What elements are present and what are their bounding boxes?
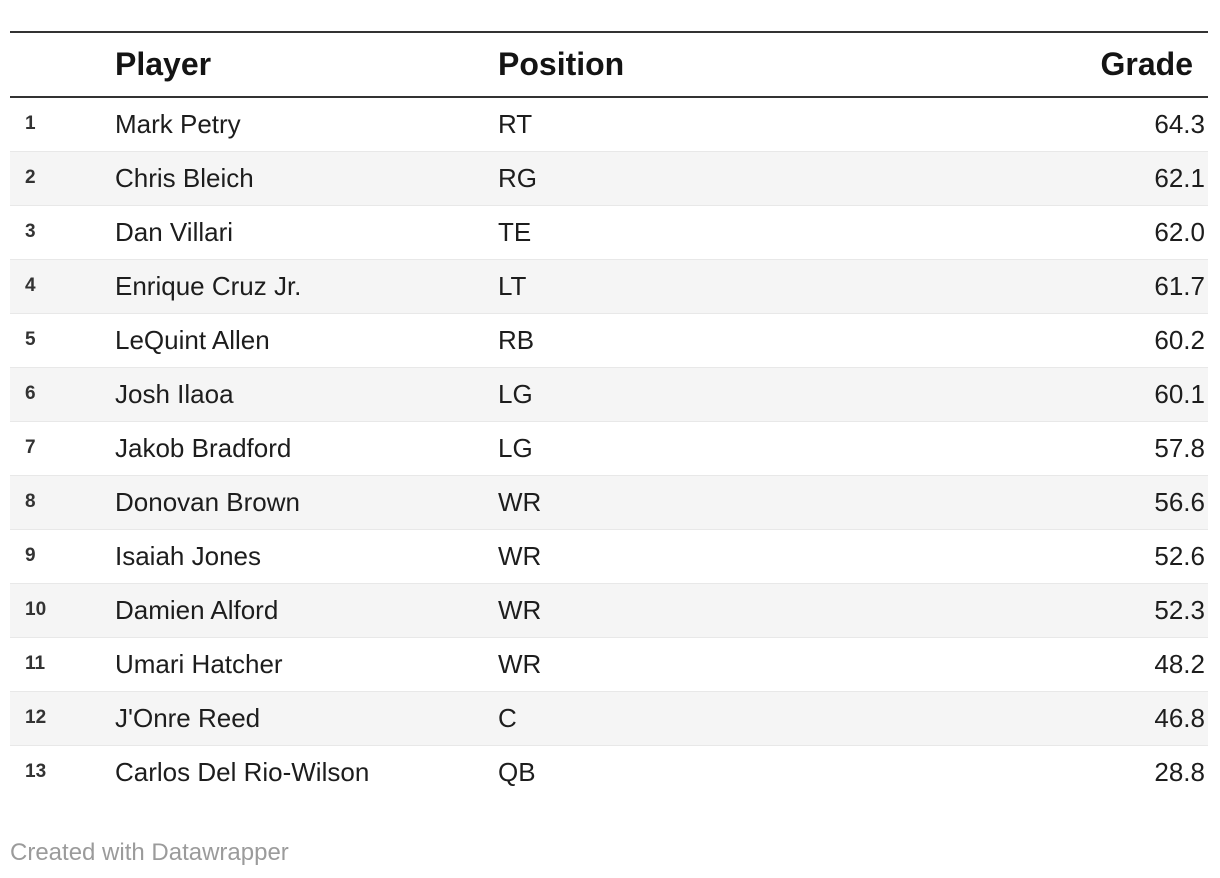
cell-grade: 60.2	[1154, 324, 1205, 355]
cell-position: WR	[498, 486, 542, 517]
cell-grade: 28.8	[1154, 756, 1205, 787]
header-row-number-spacer	[10, 32, 115, 97]
cell-grade: 48.2	[1154, 648, 1205, 679]
datawrapper-attribution-link[interactable]: Created with Datawrapper	[10, 839, 289, 866]
cell-position: LG	[498, 378, 533, 409]
row-number: 4	[25, 275, 36, 296]
cell-position: RT	[498, 108, 533, 139]
table-row: 12 J'Onre Reed C 46.8	[10, 691, 1208, 745]
cell-player: Enrique Cruz Jr.	[115, 270, 302, 301]
cell-player: Isaiah Jones	[115, 540, 261, 571]
row-number: 2	[25, 167, 36, 188]
row-number: 5	[25, 329, 36, 350]
row-number: 12	[25, 707, 47, 728]
row-number: 10	[25, 599, 47, 620]
cell-player: Damien Alford	[115, 594, 279, 625]
cell-grade: 52.3	[1154, 594, 1205, 625]
cell-position: LG	[498, 432, 533, 463]
cell-player: Josh Ilaoa	[115, 378, 234, 409]
cell-player: Umari Hatcher	[115, 648, 283, 679]
cell-position: QB	[498, 756, 536, 787]
row-number: 13	[25, 761, 47, 783]
cell-position: C	[498, 702, 517, 733]
cell-position: WR	[498, 648, 542, 679]
cell-grade: 46.8	[1154, 702, 1205, 733]
cell-player: Chris Bleich	[115, 162, 254, 193]
cell-position: RG	[498, 162, 537, 193]
cell-grade: 62.0	[1154, 216, 1205, 247]
cell-player: J'Onre Reed	[115, 702, 261, 733]
cell-position: TE	[498, 216, 532, 247]
table-row: 10 Damien Alford WR 52.3	[10, 583, 1208, 637]
row-number: 11	[25, 653, 46, 674]
cell-player: LeQuint Allen	[115, 324, 270, 355]
cell-grade: 61.7	[1154, 270, 1205, 301]
players-grade-table: Player Position Grade 1 Mark Petry RT 64.3 2…	[10, 31, 1208, 799]
table-row: 6 Josh Ilaoa LG 60.1	[10, 367, 1208, 421]
cell-position: WR	[498, 594, 542, 625]
header-position: Position	[498, 46, 625, 82]
header-grade: Grade	[1100, 46, 1193, 82]
table-row: 2 Chris Bleich RG 62.1	[10, 151, 1208, 205]
cell-position: WR	[498, 540, 542, 571]
row-number: 7	[25, 437, 36, 458]
row-number: 9	[25, 545, 36, 566]
cell-player: Dan Villari	[115, 216, 234, 247]
cell-player: Jakob Bradford	[115, 432, 292, 463]
row-number: 6	[25, 383, 36, 404]
row-number: 3	[25, 221, 36, 242]
cell-player: Carlos Del Rio-Wilson	[115, 756, 370, 787]
cell-position: RB	[498, 324, 535, 355]
table-row: 11 Umari Hatcher WR 48.2	[10, 637, 1208, 691]
cell-grade: 52.6	[1154, 540, 1205, 571]
cell-grade: 56.6	[1154, 486, 1205, 517]
cell-grade: 64.3	[1154, 108, 1205, 139]
table-body: 1 Mark Petry RT 64.3 2 Chris Bleich RG 62.1 3 Dan…	[10, 97, 1208, 799]
cell-position: LT	[498, 270, 527, 301]
header-row: Player Position Grade	[10, 32, 1208, 97]
table-row: 5 LeQuint Allen RB 60.2	[10, 313, 1208, 367]
table-header: Player Position Grade	[10, 32, 1208, 97]
table-row: 13 Carlos Del Rio-Wilson QB 28.8	[10, 745, 1208, 799]
table-row: 3 Dan Villari TE 62.0	[10, 205, 1208, 259]
cell-player: Donovan Brown	[115, 486, 300, 517]
cell-grade: 57.8	[1154, 432, 1205, 463]
cell-grade: 62.1	[1154, 162, 1205, 193]
cell-grade: 60.1	[1154, 378, 1205, 409]
row-number: 1	[25, 113, 36, 135]
table-row: 1 Mark Petry RT 64.3	[10, 97, 1208, 151]
cell-player: Mark Petry	[115, 108, 241, 139]
table-row: 4 Enrique Cruz Jr. LT 61.7	[10, 259, 1208, 313]
table-row: 7 Jakob Bradford LG 57.8	[10, 421, 1208, 475]
header-player: Player	[115, 46, 212, 82]
table-row: 9 Isaiah Jones WR 52.6	[10, 529, 1208, 583]
table-row: 8 Donovan Brown WR 56.6	[10, 475, 1208, 529]
row-number: 8	[25, 491, 36, 512]
